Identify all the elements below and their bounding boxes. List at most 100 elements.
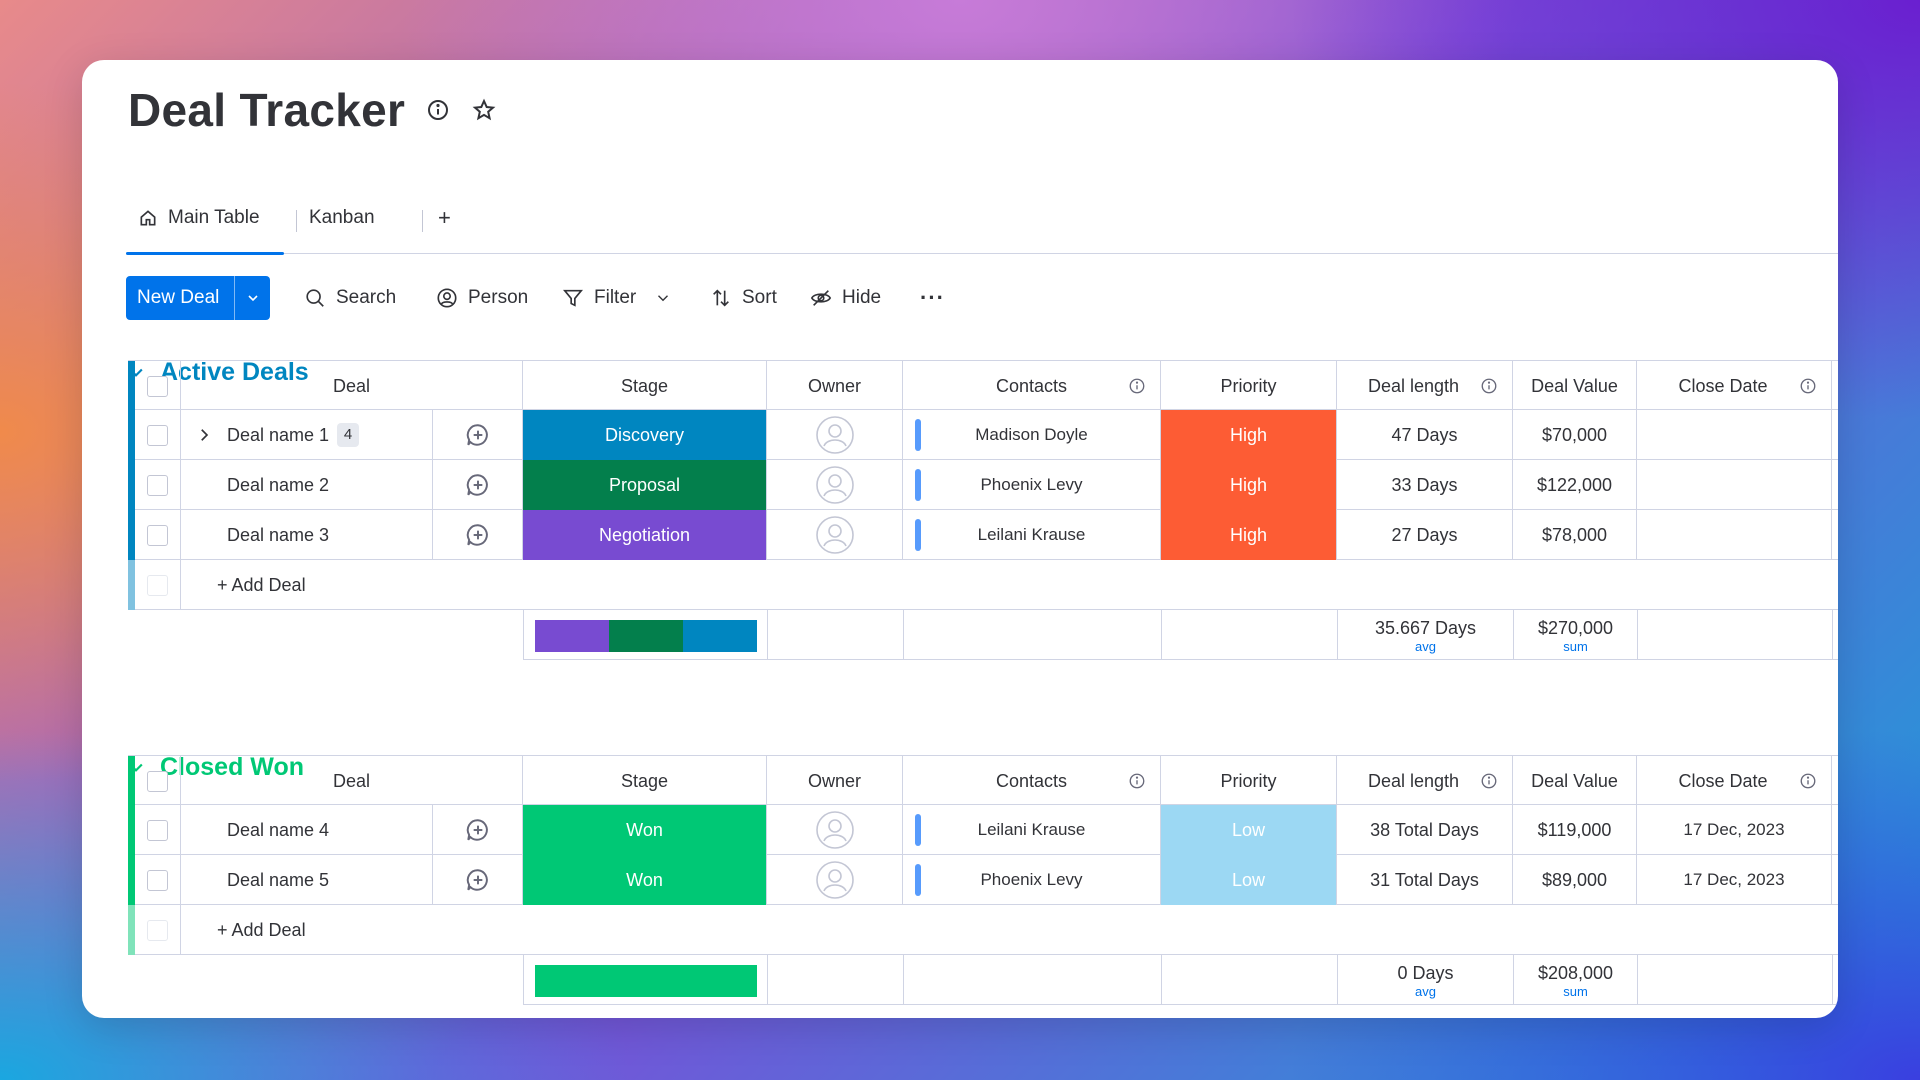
deal-name[interactable]: Deal name 1 bbox=[227, 424, 330, 445]
col-priority[interactable]: Priority bbox=[1161, 756, 1337, 806]
stage-distribution-bar[interactable] bbox=[535, 965, 757, 997]
more-options-button[interactable]: ··· bbox=[920, 276, 945, 320]
info-icon[interactable] bbox=[425, 97, 451, 123]
col-deal-value[interactable]: Deal Value bbox=[1513, 756, 1637, 806]
priority-cell[interactable]: High bbox=[1161, 410, 1337, 460]
add-update-button[interactable] bbox=[433, 510, 523, 560]
deal-length-cell[interactable]: 31 Total Days bbox=[1337, 855, 1513, 905]
add-update-button[interactable] bbox=[433, 410, 523, 460]
summary-deal-length-cell[interactable]: 35.667 Days avg bbox=[1338, 610, 1514, 660]
close-date-cell[interactable] bbox=[1637, 460, 1832, 510]
col-close-date[interactable]: Close Date bbox=[1637, 756, 1832, 806]
info-icon[interactable] bbox=[1128, 377, 1146, 395]
summary-deal-length-cell[interactable]: 0 Days avg bbox=[1338, 955, 1514, 1005]
tab-main-table[interactable]: Main Table bbox=[126, 182, 284, 255]
stage-cell[interactable]: Negotiation bbox=[523, 510, 767, 560]
col-deal[interactable]: Deal bbox=[181, 756, 523, 806]
col-contacts[interactable]: Contacts bbox=[903, 756, 1161, 806]
deal-name-cell[interactable]: Deal name 3 bbox=[181, 510, 433, 560]
info-icon[interactable] bbox=[1128, 772, 1146, 790]
contact-name[interactable]: Phoenix Levy bbox=[980, 870, 1083, 889]
contact-name[interactable]: Phoenix Levy bbox=[980, 475, 1083, 494]
table-row[interactable]: Deal name 1 4 Discovery Madison Doyle Hi… bbox=[128, 410, 1838, 460]
contacts-cell[interactable]: Phoenix Levy bbox=[903, 855, 1161, 905]
person-button[interactable]: Person bbox=[436, 276, 528, 320]
deal-value-cell[interactable]: $119,000 bbox=[1513, 805, 1637, 855]
add-deal-button[interactable]: + Add Deal bbox=[217, 574, 306, 595]
subitems-count-badge[interactable]: 4 bbox=[337, 423, 360, 447]
owner-cell[interactable] bbox=[767, 805, 903, 855]
deal-name[interactable]: Deal name 5 bbox=[227, 869, 330, 890]
close-date-cell[interactable] bbox=[1637, 410, 1832, 460]
add-update-button[interactable] bbox=[433, 460, 523, 510]
col-stage[interactable]: Stage bbox=[523, 361, 767, 411]
search-button[interactable]: Search bbox=[304, 276, 396, 320]
group-name[interactable]: Closed Won bbox=[160, 752, 304, 781]
add-update-button[interactable] bbox=[433, 855, 523, 905]
group-header-closed[interactable]: Closed Won bbox=[126, 747, 304, 787]
contacts-cell[interactable]: Phoenix Levy bbox=[903, 460, 1161, 510]
group-header-active[interactable]: Active Deals bbox=[126, 352, 309, 392]
contacts-cell[interactable]: Madison Doyle bbox=[903, 410, 1161, 460]
priority-cell[interactable]: High bbox=[1161, 510, 1337, 560]
proposal-segment[interactable] bbox=[609, 620, 683, 652]
priority-cell[interactable]: Low bbox=[1161, 855, 1337, 905]
row-checkbox[interactable] bbox=[147, 819, 168, 841]
filter-button[interactable]: Filter bbox=[562, 276, 672, 320]
col-contacts[interactable]: Contacts bbox=[903, 361, 1161, 411]
deal-name[interactable]: Deal name 2 bbox=[227, 474, 330, 495]
negotiation-segment[interactable] bbox=[535, 620, 609, 652]
stage-cell[interactable]: Discovery bbox=[523, 410, 767, 460]
summary-value-function[interactable]: sum bbox=[1563, 983, 1588, 999]
deal-name-cell[interactable]: Deal name 4 bbox=[181, 805, 433, 855]
summary-deal-value-cell[interactable]: $270,000 sum bbox=[1514, 610, 1638, 660]
info-icon[interactable] bbox=[1799, 772, 1817, 790]
deal-name-cell[interactable]: Deal name 1 4 bbox=[181, 410, 433, 460]
owner-cell[interactable] bbox=[767, 510, 903, 560]
deal-name[interactable]: Deal name 3 bbox=[227, 524, 330, 545]
owner-cell[interactable] bbox=[767, 460, 903, 510]
chevron-down-icon[interactable] bbox=[654, 289, 672, 307]
deal-length-cell[interactable]: 33 Days bbox=[1337, 460, 1513, 510]
deal-value-cell[interactable]: $122,000 bbox=[1513, 460, 1637, 510]
deal-length-cell[interactable]: 27 Days bbox=[1337, 510, 1513, 560]
col-priority[interactable]: Priority bbox=[1161, 361, 1337, 411]
owner-cell[interactable] bbox=[767, 855, 903, 905]
won-segment[interactable] bbox=[535, 965, 757, 997]
add-deal-row[interactable]: + Add Deal bbox=[128, 905, 1838, 955]
row-checkbox[interactable] bbox=[147, 869, 168, 891]
owner-cell[interactable] bbox=[767, 410, 903, 460]
col-deal-value[interactable]: Deal Value bbox=[1513, 361, 1637, 411]
col-stage[interactable]: Stage bbox=[523, 756, 767, 806]
select-all-checkbox[interactable] bbox=[147, 375, 168, 397]
contact-name[interactable]: Leilani Krause bbox=[977, 525, 1086, 544]
expand-subitems[interactable] bbox=[195, 426, 213, 444]
summary-length-function[interactable]: avg bbox=[1415, 983, 1436, 999]
col-owner[interactable]: Owner bbox=[767, 361, 903, 411]
table-row[interactable]: Deal name 5 Won Phoenix Levy Low 31 Tota… bbox=[128, 855, 1838, 905]
tab-kanban[interactable]: Kanban bbox=[297, 182, 387, 254]
contacts-cell[interactable]: Leilani Krause bbox=[903, 805, 1161, 855]
stage-cell[interactable]: Won bbox=[523, 855, 767, 905]
col-deal-length[interactable]: Deal length bbox=[1337, 361, 1513, 411]
add-deal-row[interactable]: + Add Deal bbox=[128, 560, 1838, 610]
contact-name[interactable]: Leilani Krause bbox=[977, 820, 1086, 839]
stage-distribution-bar[interactable] bbox=[535, 620, 757, 652]
discovery-segment[interactable] bbox=[683, 620, 757, 652]
group-name[interactable]: Active Deals bbox=[160, 357, 309, 386]
col-close-date[interactable]: Close Date bbox=[1637, 361, 1832, 411]
new-deal-button[interactable]: New Deal bbox=[126, 276, 270, 320]
new-deal-dropdown[interactable] bbox=[234, 276, 270, 320]
contact-name[interactable]: Madison Doyle bbox=[975, 425, 1088, 444]
summary-deal-value-cell[interactable]: $208,000 sum bbox=[1514, 955, 1638, 1005]
info-icon[interactable] bbox=[1799, 377, 1817, 395]
add-update-button[interactable] bbox=[433, 805, 523, 855]
sort-button[interactable]: Sort bbox=[710, 276, 777, 320]
deal-value-cell[interactable]: $78,000 bbox=[1513, 510, 1637, 560]
info-icon[interactable] bbox=[1480, 377, 1498, 395]
row-checkbox[interactable] bbox=[147, 474, 168, 496]
col-owner[interactable]: Owner bbox=[767, 756, 903, 806]
hide-button[interactable]: Hide bbox=[810, 276, 881, 320]
close-date-cell[interactable]: 17 Dec, 2023 bbox=[1637, 805, 1832, 855]
deal-value-cell[interactable]: $89,000 bbox=[1513, 855, 1637, 905]
